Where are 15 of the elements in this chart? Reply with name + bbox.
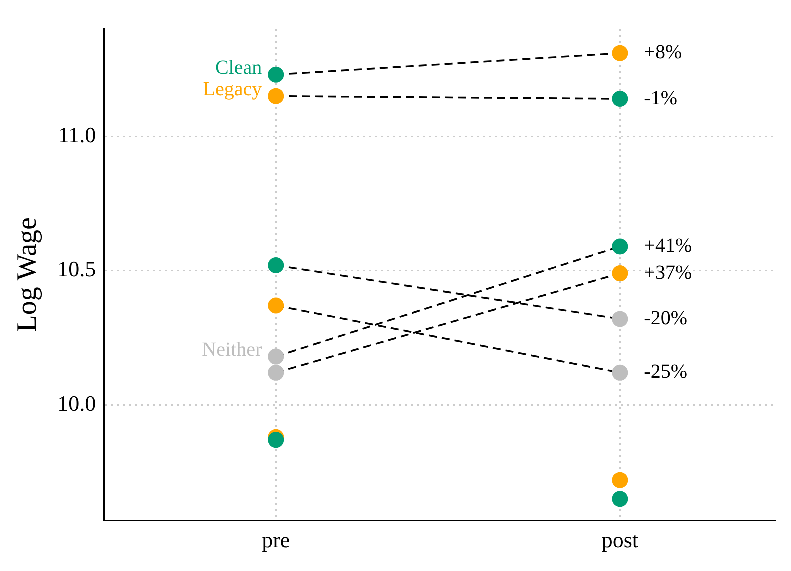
annotation: +41%	[644, 234, 692, 257]
annotation: -1%	[644, 87, 678, 110]
annotation: -25%	[644, 361, 688, 384]
y-axis-title: Log Wage	[12, 218, 44, 332]
y-tick-label: 10.5	[58, 256, 96, 282]
x-tick-label: post	[602, 528, 639, 553]
series-label: Neither	[202, 339, 262, 362]
series-label: Legacy	[203, 78, 262, 101]
series-label: Clean	[215, 57, 262, 80]
annotation: +37%	[644, 262, 692, 284]
annotation: -20%	[644, 307, 688, 330]
annotation: +8%	[644, 42, 682, 64]
y-tick-label: 11.0	[58, 122, 96, 148]
y-tick-label: 10.0	[58, 390, 96, 416]
x-tick-label: pre	[262, 528, 290, 553]
